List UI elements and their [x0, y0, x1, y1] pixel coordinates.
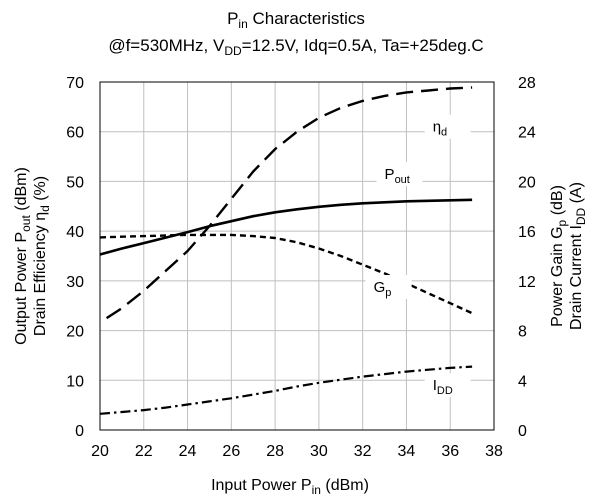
series-lines — [99, 86, 473, 415]
series-label: Pout — [385, 166, 410, 186]
chart-title: Pin Characteristics — [227, 9, 365, 31]
plot-frame — [99, 81, 495, 431]
series-line-d — [105, 86, 473, 320]
x-tick-label: 30 — [310, 443, 328, 460]
tick-labels: 20 22 24 26 28 30 32 34 36 38 0 10 20 30 40 50 60 70 0 4 8 12… — [66, 75, 536, 460]
y-right-tick-label: 4 — [518, 373, 527, 390]
y-left-outer-title: Output Power Pout (dBm) — [13, 167, 33, 345]
chart-subtitle: @f=530MHz, VDD=12.5V, Idq=0.5A, Ta=+25de… — [108, 36, 483, 58]
series-label-background — [424, 114, 471, 139]
x-tick-label: 32 — [354, 443, 372, 460]
y-right-tick-label: 16 — [518, 224, 536, 241]
y-left-tick-label: 20 — [66, 324, 84, 341]
y-left-tick-label: 70 — [66, 75, 84, 92]
series-line-pout — [99, 198, 473, 256]
x-tick-label: 36 — [441, 443, 459, 460]
y-right-tick-label: 0 — [518, 423, 527, 440]
series-label-background — [376, 161, 423, 186]
y-right-tick-label: 12 — [518, 274, 536, 291]
y-left-tick-label: 0 — [75, 423, 84, 440]
x-tick-label: 34 — [398, 443, 416, 460]
y-right-tick-label: 24 — [518, 125, 536, 142]
y-right-tick-label: 8 — [518, 324, 527, 341]
x-tick-label: 26 — [222, 443, 240, 460]
y-left-tick-label: 30 — [66, 274, 84, 291]
x-tick-label: 24 — [179, 443, 197, 460]
x-tick-label: 20 — [91, 443, 109, 460]
x-tick-label: 22 — [135, 443, 153, 460]
series-label-background — [424, 373, 471, 398]
y-right-tick-label: 28 — [518, 75, 536, 92]
series-label: ηd — [433, 119, 447, 139]
x-tick-label: 28 — [266, 443, 284, 460]
series-labels: Pout ηd Gp IDD — [365, 114, 471, 398]
series-label-background — [365, 275, 412, 300]
y-left-inner-title: Drain Efficiency ηd (%) — [32, 176, 52, 336]
y-right-inner-title: Power Gain Gp (dB) — [549, 185, 569, 327]
series-label: Gp — [374, 279, 392, 299]
x-tick-label: 38 — [485, 443, 503, 460]
y-left-tick-label: 50 — [66, 174, 84, 191]
series-label: IDD — [433, 377, 453, 397]
y-left-tick-label: 40 — [66, 224, 84, 241]
y-right-outer-title: Drain Current IDD (A) — [568, 182, 588, 330]
y-left-tick-label: 60 — [66, 125, 84, 142]
x-axis-title: Input Power Pin (dBm) — [211, 477, 369, 496]
y-right-tick-label: 20 — [518, 174, 536, 191]
series-line-idd — [99, 365, 473, 415]
series-line-gp — [99, 233, 473, 315]
y-left-tick-label: 10 — [66, 373, 84, 390]
